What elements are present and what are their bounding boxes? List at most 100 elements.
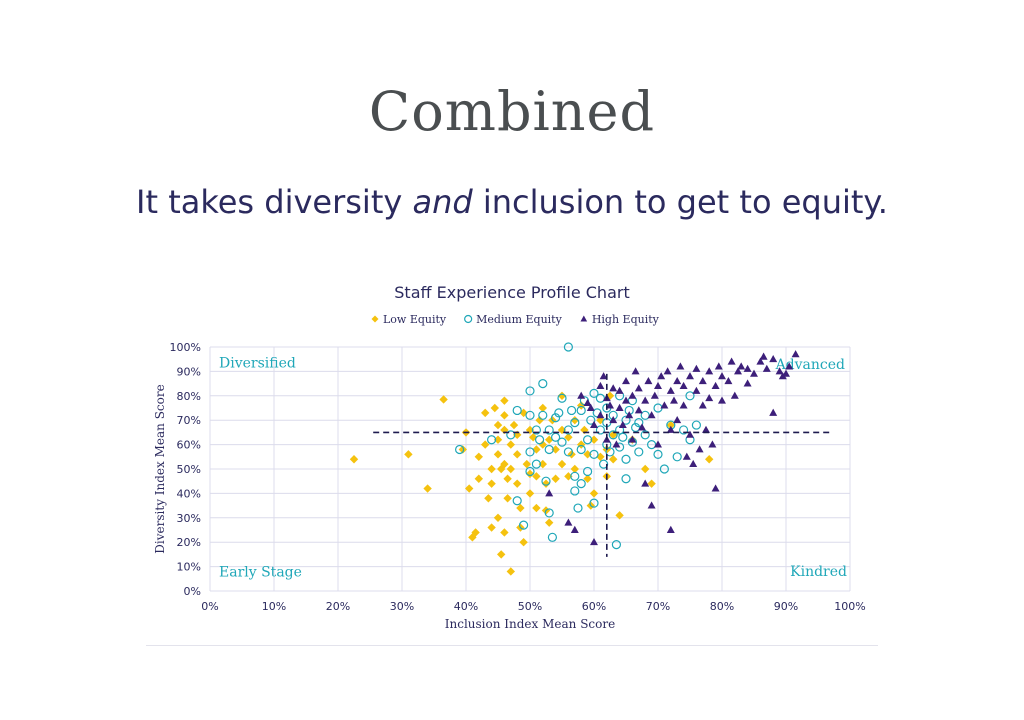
data-point-medium-equity xyxy=(621,415,631,425)
data-point-high-equity xyxy=(647,411,656,419)
quadrant-label-advanced: Advanced xyxy=(775,357,845,373)
data-point-medium-equity xyxy=(582,435,593,445)
y-tick-label: 10% xyxy=(177,561,201,574)
data-point-medium-equity xyxy=(566,405,577,416)
data-point-high-equity xyxy=(679,401,688,409)
data-point-low-equity xyxy=(538,403,547,413)
x-tick-label: 100% xyxy=(834,600,865,613)
data-point-medium-equity xyxy=(563,447,574,457)
data-point-medium-equity xyxy=(550,432,561,442)
data-point-low-equity xyxy=(484,494,493,503)
data-point-high-equity xyxy=(698,376,707,385)
data-point-high-equity xyxy=(647,501,656,509)
data-point-medium-equity xyxy=(576,444,586,455)
data-point-high-equity xyxy=(743,379,752,387)
data-point-low-equity xyxy=(493,450,503,459)
data-point-low-equity xyxy=(487,479,496,488)
subtitle-part-2: inclusion to get to equity. xyxy=(472,183,888,221)
data-point-medium-equity xyxy=(618,432,628,442)
data-point-medium-equity xyxy=(557,437,567,447)
data-point-low-equity xyxy=(570,416,579,425)
data-point-low-equity xyxy=(641,464,650,474)
data-point-high-equity xyxy=(670,396,678,404)
data-point-high-equity xyxy=(628,391,637,399)
data-point-low-equity xyxy=(609,455,618,464)
data-point-medium-equity xyxy=(634,418,644,428)
data-point-high-equity xyxy=(711,381,720,389)
data-point-high-equity xyxy=(622,396,630,404)
data-point-low-equity xyxy=(525,489,535,498)
data-point-high-equity xyxy=(545,489,554,497)
data-point-low-equity xyxy=(538,440,547,449)
slide-subtitle: It takes diversity and inclusion to get … xyxy=(0,183,1024,221)
y-axis-label: Diversity Index Mean Score xyxy=(153,384,167,553)
x-tick-label: 90% xyxy=(774,600,798,613)
data-point-low-equity xyxy=(551,445,560,454)
legend-label: Medium Equity xyxy=(476,313,562,326)
data-point-low-equity xyxy=(589,489,599,498)
data-point-low-equity xyxy=(371,315,379,323)
data-point-low-equity xyxy=(465,484,474,493)
x-tick-label: 40% xyxy=(454,600,478,613)
data-point-high-equity xyxy=(625,411,634,419)
data-point-low-equity xyxy=(513,430,522,440)
data-point-high-equity xyxy=(756,357,765,365)
data-point-high-equity xyxy=(718,396,726,404)
data-point-medium-equity xyxy=(506,430,516,440)
data-point-low-equity xyxy=(596,452,605,461)
data-point-high-equity xyxy=(615,403,624,411)
data-point-medium-equity xyxy=(563,342,574,352)
slide-title: Combined xyxy=(368,80,656,143)
data-point-high-equity xyxy=(682,452,691,460)
legend-item: Medium Equity xyxy=(464,313,563,326)
data-point-medium-equity xyxy=(608,430,618,440)
data-point-high-equity xyxy=(750,369,758,377)
data-point-low-equity xyxy=(529,433,538,442)
data-point-medium-equity xyxy=(534,435,545,445)
data-point-high-equity xyxy=(622,376,630,385)
data-point-high-equity xyxy=(759,352,768,360)
x-tick-label: 80% xyxy=(710,600,734,613)
data-point-high-equity xyxy=(641,396,650,404)
data-point-low-equity xyxy=(516,503,525,513)
data-point-low-equity xyxy=(541,479,551,488)
data-point-medium-equity xyxy=(487,435,497,445)
data-point-low-equity xyxy=(577,440,586,449)
data-point-high-equity xyxy=(785,362,794,370)
data-point-high-equity xyxy=(698,401,707,409)
data-point-high-equity xyxy=(654,381,662,389)
data-point-medium-equity xyxy=(525,386,535,396)
data-point-high-equity xyxy=(583,398,592,407)
data-point-low-equity xyxy=(509,420,519,430)
data-point-low-equity xyxy=(503,474,512,483)
legend-label: Low Equity xyxy=(383,313,447,326)
data-point-high-equity xyxy=(609,384,618,392)
data-point-low-equity xyxy=(557,391,567,400)
data-point-medium-equity xyxy=(576,405,586,416)
data-point-high-equity xyxy=(782,369,790,377)
data-point-high-equity xyxy=(705,394,714,402)
data-point-low-equity xyxy=(535,416,544,425)
data-point-low-equity xyxy=(481,408,490,418)
data-point-low-equity xyxy=(468,533,477,542)
data-point-high-equity xyxy=(679,381,688,389)
data-point-low-equity xyxy=(666,420,675,430)
data-point-high-equity xyxy=(609,416,618,424)
y-tick-label: 90% xyxy=(177,365,201,378)
data-point-medium-equity xyxy=(672,452,682,462)
data-point-medium-equity xyxy=(531,425,542,435)
data-point-high-equity xyxy=(641,479,650,487)
x-tick-label: 50% xyxy=(518,600,542,613)
data-point-medium-equity xyxy=(518,520,529,530)
data-point-low-equity xyxy=(545,518,554,527)
y-tick-label: 20% xyxy=(177,536,201,549)
data-point-high-equity xyxy=(580,315,588,322)
y-tick-label: 70% xyxy=(177,414,201,427)
data-point-high-equity xyxy=(663,367,672,375)
data-point-medium-equity xyxy=(538,410,548,420)
data-point-high-equity xyxy=(654,440,662,448)
data-point-medium-equity xyxy=(464,314,473,324)
data-point-high-equity xyxy=(689,459,698,468)
y-tick-label: 80% xyxy=(177,390,201,403)
